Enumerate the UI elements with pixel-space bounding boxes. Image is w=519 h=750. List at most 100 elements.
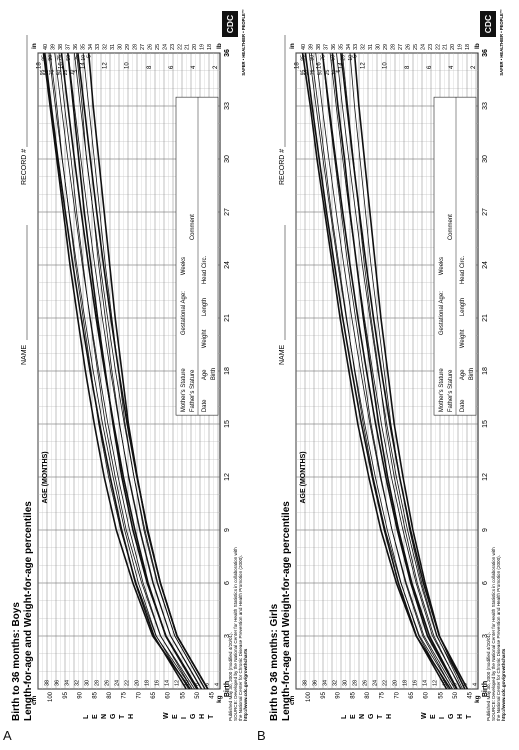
- record-table-column: Head Circ.: [202, 255, 208, 284]
- weight-tick-kg: 4: [191, 65, 197, 69]
- weight-axis-letter: W: [421, 712, 428, 719]
- weight-curve-p75: [322, 52, 456, 690]
- age-axis-label-top: AGE (MONTHS): [300, 451, 307, 503]
- weight-curve-p10: [349, 52, 463, 690]
- cdc-logo-text: CDC: [225, 15, 235, 33]
- weeks-label: Weeks: [439, 257, 445, 275]
- length-axis-letter: H: [386, 714, 393, 719]
- weight-tick-lb: 30: [342, 680, 348, 686]
- age-tick-label: 6: [224, 581, 231, 585]
- weight-axis-letter: T: [466, 714, 473, 719]
- weight-tick-kg: 2: [213, 65, 219, 69]
- weight-tick-lb: 4: [473, 683, 479, 686]
- weight-tick-kg: 6: [427, 65, 433, 69]
- length-tick-cm: 70: [136, 691, 142, 698]
- weight-tick-lb: 30: [84, 680, 90, 686]
- age-tick-label: 24: [224, 261, 231, 269]
- boys-growth-chart: Birth to 36 months: Boys Length-for-age a…: [11, 9, 248, 721]
- age-tick-label: 12: [482, 473, 489, 481]
- length-tick-in: 27: [398, 44, 404, 50]
- weight-axis-letter: E: [430, 714, 437, 719]
- length-curve-p10: [336, 52, 466, 690]
- length-tick-cm: 65: [151, 691, 157, 698]
- length-tick-cm: 90: [336, 691, 342, 698]
- weight-tick-lb: 38: [302, 680, 308, 686]
- age-tick-label: 9: [224, 528, 231, 532]
- age-tick-label: 27: [224, 208, 231, 216]
- record-table-column: Date: [460, 399, 466, 412]
- weight-curve-p95: [301, 52, 452, 690]
- units-kg: kg: [216, 695, 223, 703]
- weight-axis-letter: G: [448, 713, 455, 719]
- weight-tick-lb: 14: [164, 680, 170, 686]
- weight-axis-letter: H: [199, 714, 206, 719]
- length-tick-in: 29: [125, 44, 131, 50]
- age-tick-label: 24: [482, 261, 489, 269]
- record-table-column: Age: [202, 369, 208, 380]
- weight-curve-p75: [58, 52, 195, 690]
- length-tick-cm: 45: [210, 691, 216, 698]
- length-curve-label: 90: [44, 69, 50, 75]
- weight-curve-label: 25: [340, 55, 346, 61]
- weight-tick-kg: 18: [37, 62, 43, 69]
- length-tick-cm: 65: [409, 691, 415, 698]
- weight-curve-label: 50: [66, 55, 72, 61]
- weight-tick-lb: 34: [322, 680, 328, 686]
- length-tick-cm: 55: [438, 691, 444, 698]
- length-tick-cm: 85: [92, 691, 98, 698]
- length-curve-label: 5: [336, 69, 342, 72]
- record-table-column: Length: [202, 298, 208, 316]
- weight-curve-label: 5: [352, 55, 358, 58]
- length-tick-in: 39: [309, 44, 315, 50]
- weight-tick-lb: 4: [215, 683, 221, 686]
- weight-tick-kg: 16: [59, 62, 65, 69]
- length-curve-p75: [54, 52, 193, 690]
- length-tick-in: 20: [450, 44, 456, 50]
- cdc-logo: [480, 11, 496, 37]
- weight-tick-lb: 28: [94, 680, 100, 686]
- length-tick-in: 39: [51, 44, 57, 50]
- length-tick-in: 33: [353, 44, 359, 50]
- weight-axis-letter: G: [190, 713, 197, 719]
- chart-subtitle: Length-for-age and Weight-for-age percen…: [23, 501, 34, 721]
- length-tick-in: 37: [65, 44, 71, 50]
- weight-tick-lb: 32: [332, 680, 338, 686]
- length-tick-cm: 70: [394, 691, 400, 698]
- age-tick-label: 18: [224, 367, 231, 375]
- weight-tick-lb: 32: [74, 680, 80, 686]
- weight-tick-lb: 28: [352, 680, 358, 686]
- weight-curve-p10: [82, 52, 205, 690]
- length-axis-letter: T: [119, 714, 126, 719]
- length-tick-in: 24: [162, 44, 168, 50]
- weight-tick-kg: 16: [317, 62, 323, 69]
- length-curve-label: 10: [69, 69, 75, 75]
- length-tick-in: 38: [316, 44, 322, 50]
- length-tick-in: 35: [80, 44, 86, 50]
- length-curve-p25: [329, 52, 462, 690]
- length-tick-in: 26: [405, 44, 411, 50]
- weight-tick-kg: 12: [361, 62, 367, 69]
- age-tick-label: Birth: [224, 681, 231, 697]
- weight-tick-lb: 36: [54, 680, 60, 686]
- weight-tick-lb: 20: [392, 680, 398, 686]
- footer-line4: http://www.cdc.gov/growthcharts: [501, 648, 506, 721]
- weight-curve-label: 50: [330, 55, 336, 61]
- weight-curve-label: 95: [301, 55, 307, 61]
- weight-curve-label: 25: [75, 55, 81, 61]
- weight-tick-kg: 10: [383, 62, 389, 69]
- length-curve-label: 50: [56, 69, 62, 75]
- weeks-label: Weeks: [181, 257, 187, 275]
- age-tick-label: 36: [482, 49, 489, 57]
- weight-curve-label: 75: [320, 55, 326, 61]
- units-lb: lb: [474, 43, 481, 49]
- length-tick-in: 22: [177, 44, 183, 50]
- record-table: [433, 96, 477, 416]
- weight-tick-lb: 26: [362, 680, 368, 686]
- length-tick-in: 26: [147, 44, 153, 50]
- weight-tick-kg: 6: [169, 65, 175, 69]
- length-tick-in: 31: [368, 44, 374, 50]
- footer-line4: http://www.cdc.gov/growthcharts: [243, 648, 248, 721]
- length-curve-p95: [304, 52, 448, 690]
- weight-tick-lb: 20: [134, 680, 140, 686]
- age-tick-label: 30: [482, 155, 489, 163]
